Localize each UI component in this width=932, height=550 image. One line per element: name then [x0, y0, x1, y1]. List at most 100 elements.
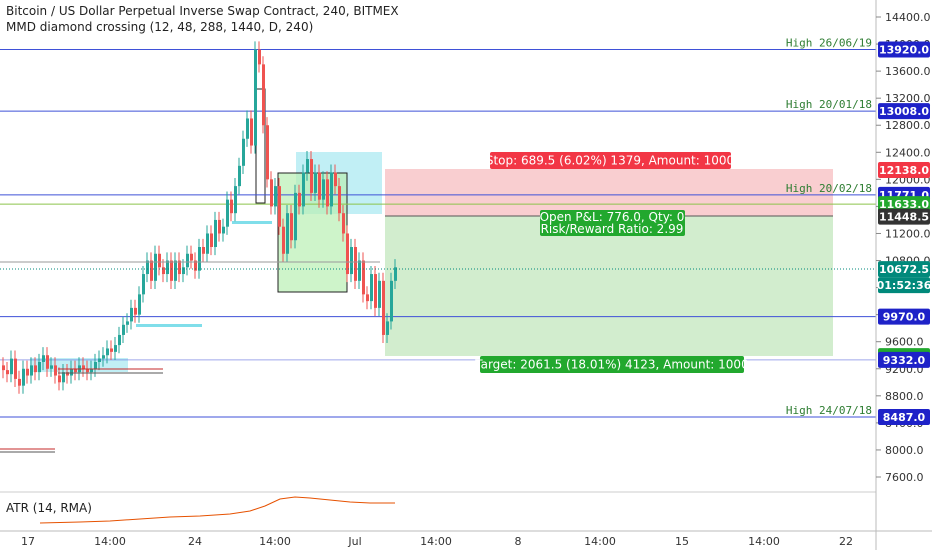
- price-tag: [878, 408, 930, 425]
- candle-body: [354, 247, 357, 281]
- candle-body: [218, 219, 221, 234]
- candle-body: [238, 165, 241, 187]
- time-tick-label: 15: [675, 535, 689, 548]
- candle-body: [2, 365, 5, 371]
- candle-body: [322, 179, 325, 200]
- price-tag: [878, 308, 930, 325]
- candle-body: [26, 368, 29, 376]
- candle-body: [46, 355, 49, 369]
- candle-body: [302, 172, 305, 207]
- time-axis[interactable]: 17 14:00 24 14:00 Jul 14:00 8 14:00 15 14:00 22: [21, 535, 853, 548]
- candle-body: [138, 294, 141, 315]
- price-tag: [878, 351, 930, 368]
- price-tick-label: 12800.0: [885, 119, 931, 132]
- candle-body: [42, 355, 45, 362]
- candle-body: [250, 118, 253, 146]
- candle-body: [346, 233, 349, 275]
- candle-body: [294, 192, 297, 241]
- candle-body: [94, 362, 97, 369]
- candle-body: [122, 324, 125, 335]
- candle-body: [90, 368, 93, 373]
- price-tag-text: 8487.0: [883, 411, 926, 424]
- candle-body: [114, 345, 117, 352]
- price-tick-label: 14400.0: [885, 11, 931, 24]
- stop-zone[interactable]: [385, 169, 833, 216]
- stop-text: Stop: 689.5 (6.02%) 1379, Amount: 1000: [486, 154, 734, 168]
- candle-body: [18, 378, 21, 386]
- candle-body: [334, 172, 337, 187]
- price-tag-text: 9970.0: [883, 311, 926, 324]
- candle-body: [38, 362, 41, 373]
- price-tag: [878, 208, 930, 225]
- candle-body: [234, 186, 237, 214]
- countdown-text: 01:52:36: [877, 279, 932, 292]
- level-label: High 20/02/18: [786, 182, 872, 195]
- candle-body: [70, 368, 73, 376]
- level-label: High 20/01/18: [786, 98, 872, 111]
- target-zone[interactable]: [385, 216, 833, 356]
- cyan-line-1: [136, 324, 202, 327]
- candle-body: [30, 365, 33, 376]
- candle-body: [382, 280, 385, 335]
- candle-body: [350, 247, 353, 275]
- price-tag: [878, 41, 930, 58]
- rr-text: Risk/Reward Ratio: 2.99: [541, 222, 684, 236]
- price-tag-text: 13008.0: [879, 105, 929, 118]
- time-tick-label: 14:00: [94, 535, 126, 548]
- candle-body: [242, 138, 245, 166]
- candle-body: [318, 172, 321, 200]
- candle-body: [102, 355, 105, 359]
- price-tag: [878, 261, 930, 278]
- candle-body: [310, 159, 313, 193]
- price-tag-text: 11633.0: [879, 198, 929, 211]
- candle-body: [74, 368, 77, 373]
- candle-body: [146, 260, 149, 275]
- price-tick-label: 8000.0: [885, 444, 924, 457]
- candle-body: [6, 370, 9, 375]
- candle-body: [174, 260, 177, 281]
- candle-body: [50, 365, 53, 369]
- pnl-label[interactable]: Open P&L: 776.0, Qty: 0 Risk/Reward Rati…: [540, 210, 685, 236]
- candle-body: [326, 179, 329, 207]
- price-tag-text: 11448.5: [879, 211, 929, 224]
- candle-body: [210, 233, 213, 247]
- candle-body: [282, 226, 285, 254]
- candle-body: [358, 260, 361, 281]
- candle-body: [110, 348, 113, 352]
- stop-label[interactable]: Stop: 689.5 (6.02%) 1379, Amount: 1000: [486, 152, 734, 169]
- target-label[interactable]: Target: 2061.5 (18.01%) 4123, Amount: 10…: [474, 356, 749, 373]
- candle-body: [306, 159, 309, 173]
- cyan-line-2: [232, 221, 272, 224]
- candle-body: [154, 253, 157, 281]
- candle-body: [362, 260, 365, 295]
- candle-body: [278, 186, 281, 227]
- pnl-text: Open P&L: 776.0, Qty: 0: [540, 210, 685, 224]
- candle-body: [98, 358, 101, 362]
- candle-body: [186, 253, 189, 268]
- price-tag: [878, 162, 930, 179]
- candle-body: [262, 64, 265, 126]
- candle-body: [126, 321, 129, 325]
- candle-body: [86, 368, 89, 373]
- target-text: Target: 2061.5 (18.01%) 4123, Amount: 10…: [474, 358, 748, 372]
- price-tick-label: 13200.0: [885, 92, 931, 105]
- candle-body: [342, 213, 345, 234]
- time-tick-label: 14:00: [584, 535, 616, 548]
- atr-label: ATR (14, RMA): [6, 501, 92, 515]
- candle-body: [366, 294, 369, 302]
- price-tag-text: 13920.0: [879, 43, 929, 56]
- candle-body: [130, 307, 133, 322]
- candle-body: [106, 348, 109, 356]
- level-label: High 24/07/18: [786, 404, 872, 417]
- price-tag: [878, 196, 930, 213]
- candle-body: [370, 274, 373, 302]
- candle-body: [378, 280, 381, 308]
- atr-line: [39, 496, 395, 524]
- candle-body: [58, 375, 61, 383]
- candle-body: [166, 260, 169, 275]
- candle-body: [258, 49, 261, 65]
- price-tick-label: 7600.0: [885, 471, 924, 484]
- candle-body: [10, 358, 13, 375]
- price-tick-label: 9600.0: [885, 336, 924, 349]
